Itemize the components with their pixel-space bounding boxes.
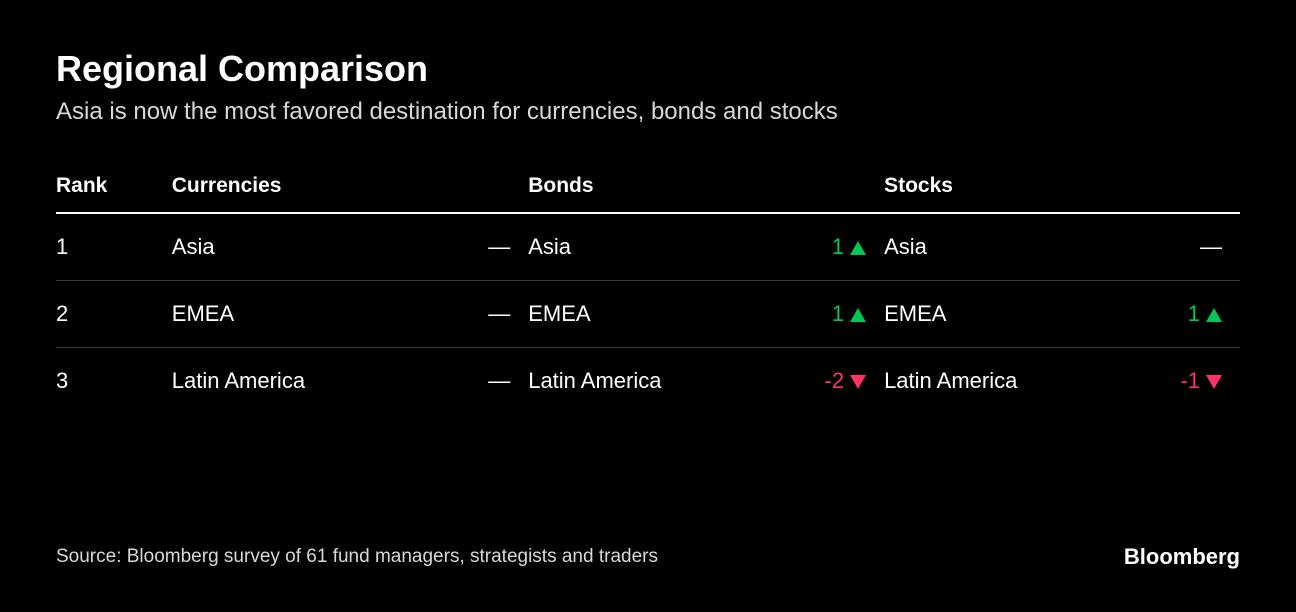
bonds-change: 1 [777,281,884,348]
col-header-bonds-change [777,164,884,213]
stocks-label: Asia [884,213,1133,281]
change-value: -2 [825,368,845,393]
bonds-label: Latin America [528,348,777,415]
stocks-label: Latin America [884,348,1133,415]
currencies-label: EMEA [172,281,423,348]
page-title: Regional Comparison [56,48,1240,90]
currencies-change: — [423,348,529,415]
table-body: 1Asia—Asia1Asia—2EMEA—EMEA1EMEA13Latin A… [56,213,1240,414]
rank-cell: 3 [56,348,172,415]
dash-icon: — [488,234,510,259]
comparison-table: Rank Currencies Bonds Stocks 1Asia—Asia1… [56,164,1240,414]
stocks-change: 1 [1133,281,1240,348]
footer: Source: Bloomberg survey of 61 fund mana… [56,544,1240,570]
source-text: Source: Bloomberg survey of 61 fund mana… [56,546,658,568]
bonds-change: -2 [777,348,884,415]
currencies-label: Latin America [172,348,423,415]
col-header-currencies-change [423,164,529,213]
change-value: 1 [832,301,844,326]
col-header-bonds: Bonds [528,164,777,213]
rank-cell: 2 [56,281,172,348]
dash-icon: — [1200,234,1222,259]
currencies-label: Asia [172,213,423,281]
table-row: 2EMEA—EMEA1EMEA1 [56,281,1240,348]
col-header-rank: Rank [56,164,172,213]
dash-icon: — [488,368,510,393]
change-value: 1 [1188,301,1200,326]
col-header-currencies: Currencies [172,164,423,213]
arrow-down-icon [1206,375,1222,389]
stocks-change: -1 [1133,348,1240,415]
bonds-label: EMEA [528,281,777,348]
table-row: 1Asia—Asia1Asia— [56,213,1240,281]
bonds-change: 1 [777,213,884,281]
col-header-stocks: Stocks [884,164,1133,213]
arrow-up-icon [1206,308,1222,322]
col-header-stocks-change [1133,164,1240,213]
page-subtitle: Asia is now the most favored destination… [56,98,1240,126]
bonds-label: Asia [528,213,777,281]
table-header-row: Rank Currencies Bonds Stocks [56,164,1240,213]
table-row: 3Latin America—Latin America-2Latin Amer… [56,348,1240,415]
arrow-up-icon [850,308,866,322]
stocks-change: — [1133,213,1240,281]
dash-icon: — [488,301,510,326]
change-value: -1 [1180,368,1200,393]
stocks-label: EMEA [884,281,1133,348]
currencies-change: — [423,213,529,281]
currencies-change: — [423,281,529,348]
rank-cell: 1 [56,213,172,281]
arrow-down-icon [850,375,866,389]
change-value: 1 [832,234,844,259]
arrow-up-icon [850,241,866,255]
brand-logo: Bloomberg [1124,544,1240,570]
